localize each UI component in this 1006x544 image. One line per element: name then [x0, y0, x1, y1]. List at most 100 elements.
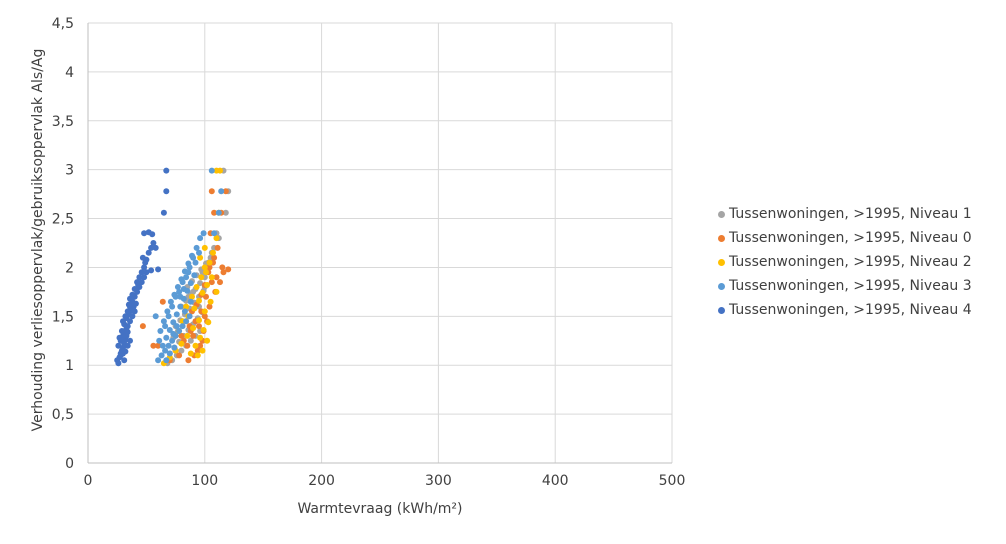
- data-point: [191, 272, 198, 279]
- x-tick-label: 0: [84, 473, 93, 489]
- data-point: [183, 318, 190, 325]
- y-tick-label: 0,5: [52, 407, 74, 423]
- data-point: [170, 319, 177, 326]
- legend-label: Tussenwoningen, >1995, Niveau 0: [729, 230, 972, 246]
- legend-label: Tussenwoningen, >1995, Niveau 1: [729, 206, 972, 222]
- y-tick-label: 2: [65, 260, 74, 276]
- data-point: [197, 235, 204, 242]
- legend-label: Tussenwoningen, >1995, Niveau 3: [729, 278, 972, 294]
- data-point: [225, 266, 232, 273]
- data-point: [199, 347, 206, 354]
- data-point: [155, 266, 162, 273]
- data-point: [174, 284, 181, 290]
- data-point: [211, 209, 218, 216]
- data-point: [199, 289, 206, 296]
- data-point: [207, 298, 214, 305]
- data-point: [141, 230, 148, 237]
- data-point: [176, 352, 183, 359]
- data-point: [193, 244, 200, 251]
- data-point: [196, 317, 202, 324]
- data-point: [206, 259, 213, 266]
- data-point: [204, 337, 211, 344]
- legend: Tussenwoningen, >1995, Niveau 1 Tussenwon…: [718, 202, 972, 322]
- data-point: [201, 244, 208, 251]
- legend-item: Tussenwoningen, >1995, Niveau 2: [718, 250, 972, 274]
- data-point: [194, 352, 201, 359]
- data-point: [173, 311, 180, 318]
- data-point: [139, 323, 146, 330]
- data-point: [163, 357, 170, 364]
- data-point: [122, 348, 129, 355]
- data-point: [178, 332, 185, 339]
- data-point: [213, 274, 220, 281]
- data-point: [218, 188, 225, 195]
- data-point: [222, 209, 229, 216]
- legend-marker: [718, 234, 725, 242]
- data-point: [208, 274, 215, 281]
- data-point: [217, 279, 223, 286]
- data-point: [177, 293, 184, 300]
- axes: [87, 23, 672, 464]
- y-tick-label: 3,5: [52, 114, 74, 130]
- data-point: [127, 337, 133, 344]
- data-point: [213, 288, 220, 295]
- data-point: [192, 342, 199, 349]
- data-point: [206, 303, 213, 310]
- data-point: [190, 288, 197, 295]
- data-point: [210, 249, 216, 256]
- data-point: [145, 249, 152, 256]
- x-axis-title: Warmtevraag (kWh/m²): [297, 501, 462, 517]
- data-point: [136, 274, 143, 281]
- data-point: [186, 264, 193, 271]
- data-point: [176, 288, 183, 295]
- x-tick-label: 500: [659, 473, 686, 489]
- data-point: [189, 293, 195, 300]
- legend-item: Tussenwoningen, >1995, Niveau 1: [718, 202, 972, 226]
- data-point: [122, 313, 129, 320]
- data-point: [196, 297, 202, 304]
- data-point: [150, 342, 157, 349]
- data-points: [114, 167, 232, 367]
- data-point: [185, 269, 192, 276]
- data-point: [150, 240, 157, 246]
- data-point: [160, 209, 167, 216]
- data-point: [142, 259, 149, 266]
- data-point: [159, 298, 166, 305]
- data-point: [163, 334, 170, 341]
- data-point: [121, 357, 128, 364]
- data-point: [116, 334, 123, 341]
- legend-item: Tussenwoningen, >1995, Niveau 4: [718, 298, 972, 322]
- data-point: [129, 291, 136, 298]
- tick-labels: 0 0,5 1 1,5 2 2,5 3 3,5 4 4,5 0 100 200 300 400 500: [52, 16, 686, 489]
- legend-marker: [718, 282, 725, 290]
- data-point: [181, 308, 188, 315]
- data-point: [211, 254, 218, 261]
- data-point: [194, 347, 201, 354]
- data-point: [152, 244, 159, 251]
- data-point: [183, 303, 190, 310]
- data-point: [184, 342, 191, 349]
- data-point: [118, 328, 125, 334]
- series-2: [160, 167, 223, 367]
- legend-marker: [718, 258, 725, 266]
- y-tick-label: 1,5: [52, 309, 74, 325]
- data-point: [120, 318, 126, 325]
- data-point: [186, 313, 193, 320]
- data-point: [173, 323, 180, 330]
- data-point: [219, 264, 226, 271]
- x-tick-label: 100: [191, 473, 218, 489]
- data-point: [201, 313, 208, 320]
- data-point: [166, 327, 173, 333]
- data-point: [179, 323, 186, 330]
- data-point: [191, 305, 198, 312]
- data-point: [185, 357, 192, 364]
- data-point: [141, 274, 148, 281]
- data-point: [141, 264, 148, 271]
- data-point: [169, 337, 176, 344]
- data-point: [143, 269, 150, 276]
- y-axis-title: Verhouding verliesoppervlak/gebruiksoppe…: [30, 49, 46, 432]
- data-point: [176, 328, 183, 334]
- data-point: [152, 313, 159, 320]
- data-point: [196, 323, 202, 330]
